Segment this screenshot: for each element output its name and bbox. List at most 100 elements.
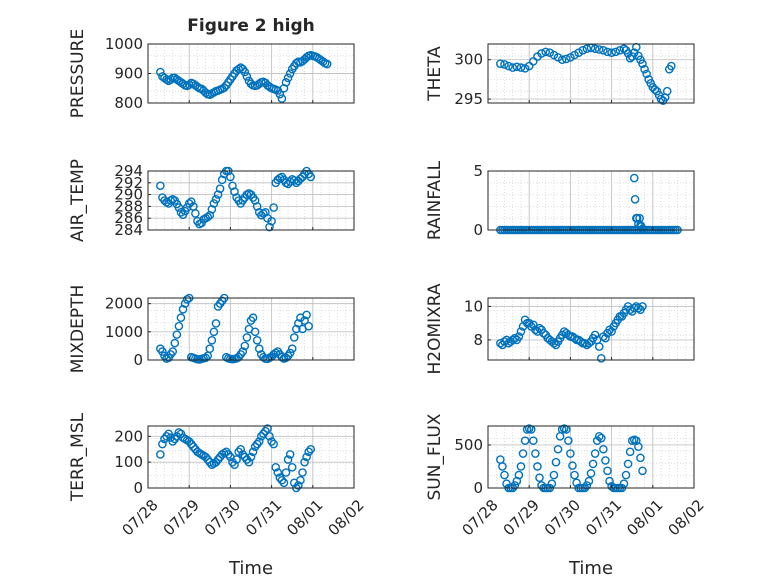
data-point	[238, 347, 248, 356]
data-point	[516, 63, 526, 72]
data-point	[634, 303, 643, 313]
axes-box	[147, 297, 355, 361]
data-point	[607, 327, 616, 336]
data-point	[537, 49, 546, 58]
data-point	[168, 437, 178, 446]
data-point	[500, 470, 509, 480]
data-point	[662, 86, 672, 96]
data-point	[269, 439, 278, 449]
data-point	[623, 459, 633, 469]
data-point	[201, 88, 210, 97]
data-point	[252, 335, 262, 345]
data-point	[535, 473, 544, 482]
data-point	[531, 449, 540, 458]
data-point	[603, 466, 612, 476]
data-point	[553, 444, 563, 454]
data-point	[296, 475, 305, 485]
data-point	[211, 457, 221, 467]
data-point	[518, 449, 528, 458]
data-point	[232, 455, 241, 464]
data-point	[520, 64, 530, 73]
data-point	[158, 439, 167, 449]
x-axis-label: Time	[568, 558, 613, 579]
data-point	[510, 481, 520, 490]
data-point	[640, 64, 649, 74]
data-point	[574, 48, 583, 57]
data-point	[277, 475, 287, 485]
data-point	[182, 203, 192, 212]
data-point	[162, 75, 171, 84]
data-point	[561, 54, 571, 64]
y-tick-label: 1000	[105, 35, 143, 53]
y-tick-label: 286	[114, 209, 143, 227]
data-points	[496, 42, 676, 105]
data-point	[572, 478, 581, 488]
data-point	[549, 338, 559, 348]
data-points	[156, 424, 316, 493]
data-point	[650, 85, 660, 94]
data-point	[191, 209, 200, 218]
data-point	[201, 353, 210, 363]
data-point	[638, 59, 647, 68]
data-point	[205, 344, 215, 354]
data-point	[590, 330, 600, 340]
data-point	[211, 319, 221, 328]
data-point	[156, 67, 165, 77]
y-axis-label: THETA	[425, 46, 445, 102]
data-point	[252, 439, 262, 449]
data-point	[302, 52, 311, 62]
y-tick-label: 292	[114, 174, 143, 192]
y-axis-label: AIR_TEMP	[68, 159, 88, 242]
y-axis-label: H2OMIXRA	[425, 283, 445, 374]
data-point	[269, 203, 278, 212]
data-point	[224, 450, 233, 459]
y-tick-label: 5	[473, 162, 483, 180]
data-point	[594, 432, 604, 441]
data-point	[166, 75, 175, 84]
data-point	[514, 470, 524, 480]
data-point	[638, 224, 647, 234]
data-point	[240, 67, 250, 77]
data-point	[203, 212, 213, 222]
y-tick-label: 800	[114, 94, 143, 112]
y-tick-label: 290	[114, 186, 143, 204]
data-point	[322, 59, 332, 69]
axes-box	[147, 425, 355, 489]
data-point	[549, 470, 559, 480]
data-point	[619, 479, 629, 488]
data-point	[281, 78, 291, 87]
data-point	[638, 466, 647, 476]
data-point	[184, 80, 194, 90]
data-point	[514, 332, 524, 341]
data-point	[219, 83, 229, 92]
subplot-terr-msl: 0100200TERR_MSL07/2807/2907/3007/3108/01…	[68, 412, 368, 579]
data-point	[160, 434, 169, 444]
x-axis-label: Time	[228, 558, 273, 579]
axes-box	[487, 425, 695, 489]
data-point	[213, 455, 223, 464]
data-point	[504, 61, 513, 71]
data-point	[170, 338, 180, 348]
y-tick-label: 288	[114, 197, 143, 215]
axes-box	[487, 170, 695, 231]
data-point	[285, 450, 295, 459]
data-point	[500, 60, 509, 69]
data-point	[667, 61, 676, 71]
data-point	[512, 62, 522, 72]
data-point	[172, 330, 182, 339]
data-point	[516, 462, 526, 471]
data-point	[180, 299, 190, 308]
data-point	[638, 302, 647, 311]
data-point	[615, 45, 625, 55]
data-point	[551, 457, 561, 467]
y-axis-label: RAINFALL	[425, 160, 445, 240]
data-point	[189, 442, 198, 451]
data-point	[601, 333, 610, 343]
data-point	[267, 216, 276, 226]
data-point	[256, 432, 266, 441]
data-point	[238, 450, 248, 459]
data-point	[184, 437, 194, 446]
data-point	[564, 436, 573, 445]
data-point	[203, 455, 213, 464]
data-point	[318, 57, 328, 67]
